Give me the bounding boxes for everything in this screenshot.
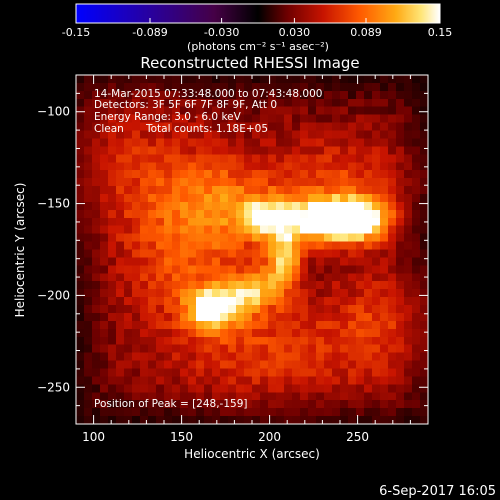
colorbar-ticks: -0.15 -0.089 -0.030 0.030 0.089 0.15	[62, 18, 452, 39]
annotation-peak: Position of Peak = [248,-159]	[94, 398, 248, 410]
colorbar-tick-label: -0.15	[62, 26, 90, 39]
colorbar-tick-label: 0.15	[428, 26, 453, 39]
colorbar-tick-label: -0.030	[204, 26, 239, 39]
footer-date: 6-Sep-2017 16:05	[379, 484, 496, 499]
colorbar-tick-label: 0.030	[279, 26, 311, 39]
colorbar-tick-label: 0.089	[350, 26, 382, 39]
x-tick-label: 250	[346, 430, 369, 444]
y-tick-label: −250	[37, 380, 70, 394]
annotation-time-range: 14-Mar-2015 07:33:48.000 to 07:43:48.000	[94, 88, 322, 100]
x-axis-label: Heliocentric X (arcsec)	[184, 447, 320, 461]
x-tick-label: 100	[82, 430, 105, 444]
annotation-method: Clean	[94, 123, 124, 135]
annotation-energy: Energy Range: 3.0 - 6.0 keV	[94, 111, 242, 123]
x-tick-label: 200	[258, 430, 281, 444]
colorbar-tick-label: -0.089	[132, 26, 167, 39]
annotation-counts: Total counts: 1.18E+05	[145, 123, 268, 135]
plot-area: 100 150 200 250 −100 −150 −200 −250 14-Mar-2015…	[37, 74, 429, 444]
colorbar-label: (photons cm⁻² s⁻¹ asec⁻²)	[187, 40, 329, 53]
y-axis-label: Heliocentric Y (arcsec)	[13, 183, 27, 318]
chart-title: Reconstructed RHESSI Image	[140, 54, 359, 72]
colorbar: -0.15 -0.089 -0.030 0.030 0.089 0.15 (photons…	[62, 3, 452, 53]
heatmap-image	[76, 75, 428, 424]
y-tick-label: −100	[37, 105, 70, 119]
x-tick-label: 150	[170, 430, 193, 444]
axis-ticks: 100 150 200 250 −100 −150 −200 −250	[37, 74, 429, 444]
y-tick-label: −150	[37, 197, 70, 211]
y-tick-label: −200	[37, 288, 70, 302]
annotation-detectors: Detectors: 3F 5F 6F 7F 8F 9F, Att 0	[94, 99, 277, 111]
colorbar-gradient	[76, 4, 440, 23]
colorbar-frame	[75, 3, 441, 24]
